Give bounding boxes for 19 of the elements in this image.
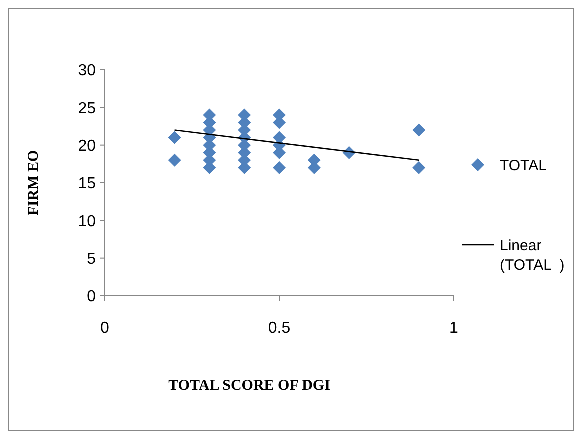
y-tick-label: 20 [78,138,96,155]
y-tick-label: 25 [78,100,96,118]
x-tick-label: 0.5 [268,320,291,337]
x-tick-label: 0 [100,320,110,337]
x-axis-title: TOTAL SCORE OF DGI [168,378,331,394]
point [273,161,286,174]
point [168,131,182,144]
point [168,154,182,167]
y-tick-label: 0 [87,288,96,306]
y-tick-label: 30 [78,62,96,80]
y-axis-title: FIRM EO [26,150,42,216]
point [412,124,426,137]
y-tick-label: 5 [87,250,96,268]
point [412,161,426,174]
legend-label: Linear (TOTAL ) [500,237,565,274]
x-tick-label: 1 [450,320,459,337]
y-tick-label: 10 [78,213,96,230]
legend-label: TOTAL [500,157,547,174]
y-tick-label: 15 [78,176,96,193]
